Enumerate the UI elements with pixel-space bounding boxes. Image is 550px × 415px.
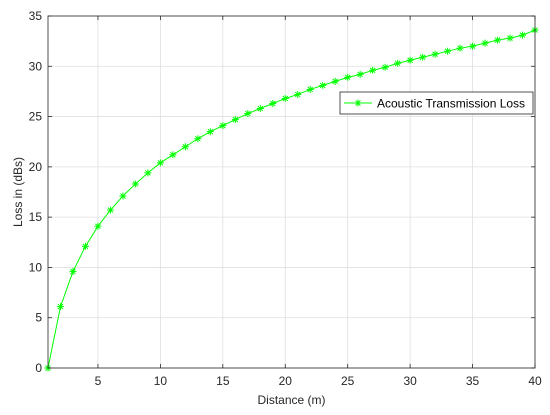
x-tick-label: 15 [216,374,230,388]
x-tick-label: 35 [466,374,480,388]
data-point-marker [456,44,464,52]
data-point-marker [369,66,377,74]
data-point-marker [381,63,389,71]
data-point-marker [169,151,177,159]
data-point-marker [294,90,302,98]
data-point-marker [269,99,277,107]
data-point-marker [406,56,414,64]
data-point-marker [156,159,164,167]
data-point-marker [219,122,227,130]
y-tick-label: 25 [29,110,43,124]
data-point-marker [181,143,189,151]
legend-box [339,91,534,115]
data-point-marker [419,53,427,61]
legend-asterisk-icon [354,99,362,107]
data-point-marker [56,303,64,311]
data-point-marker [119,192,127,200]
grid-lines [48,15,536,369]
data-point-marker [319,81,327,89]
y-tick-label: 5 [35,311,42,325]
data-point-marker [144,169,152,177]
data-point-marker [81,242,89,250]
data-point-marker [94,222,102,230]
data-point-marker [494,36,502,44]
x-tick-label: 20 [279,374,293,388]
legend-marker [354,99,362,107]
data-point-marker [281,94,289,102]
data-point-marker [256,105,264,113]
y-tick-label: 35 [29,9,43,23]
data-point-marker [506,34,514,42]
y-tick-label: 30 [29,59,43,73]
plot-area [48,16,535,368]
series-line [47,29,536,369]
data-point-marker [131,180,139,188]
data-point-marker [106,206,114,214]
legend: Acoustic Transmission Loss [339,91,534,115]
y-tick-label: 15 [29,210,43,224]
data-point-marker [344,73,352,81]
data-point-marker [469,42,477,50]
data-point-marker [331,77,339,85]
data-point-marker [231,116,239,124]
data-point-marker [194,135,202,143]
data-point-marker [306,85,314,93]
data-point-marker [244,110,252,118]
axes-box [47,15,536,369]
data-point-marker [69,267,77,275]
x-axis-label: Distance (m) [257,393,325,407]
data-point-marker [481,39,489,47]
y-tick-label: 20 [29,160,43,174]
x-tick-label: 10 [154,374,168,388]
legend-label: Acoustic Transmission Loss [377,97,525,111]
data-point-marker [206,128,214,136]
y-tick-label: 0 [35,361,42,375]
y-tick-label: 10 [29,260,43,274]
data-point-marker [431,50,439,58]
x-tick-label: 5 [95,374,102,388]
axis-ticks: 5 10 15 20 25 30 35 40 0 5 10 15 20 25 30 35 [29,9,542,388]
y-axis-label: Loss in (dBs) [11,157,25,227]
x-tick-label: 25 [341,374,355,388]
series-layer [44,26,539,372]
data-point-marker [356,70,364,78]
x-tick-label: 40 [528,374,542,388]
data-point-marker [394,59,402,67]
data-point-marker [519,31,527,39]
x-tick-label: 30 [403,374,417,388]
data-point-marker [444,47,452,55]
